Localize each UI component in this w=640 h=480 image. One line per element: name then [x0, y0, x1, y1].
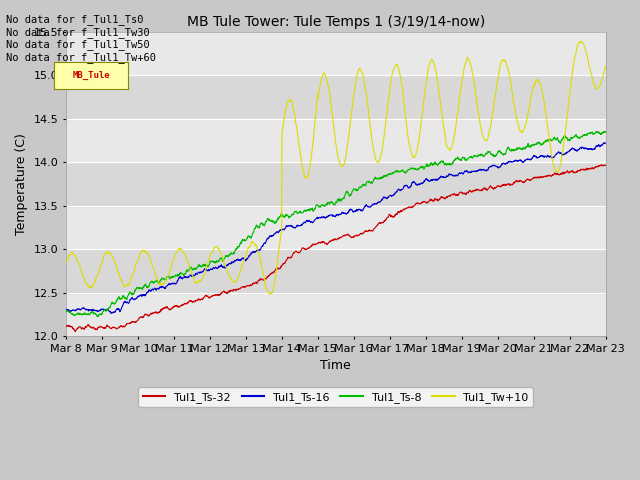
- Text: No data for f_Tul1_Ts0
No data for f_Tul1_Tw30
No data for f_Tul1_Tw50
No data f: No data for f_Tul1_Ts0 No data for f_Tul…: [6, 14, 156, 63]
- Bar: [66, 119, 605, 162]
- Text: MB_Tule: MB_Tule: [72, 71, 110, 80]
- Bar: [66, 32, 605, 75]
- Title: MB Tule Tower: Tule Temps 1 (3/19/14-now): MB Tule Tower: Tule Temps 1 (3/19/14-now…: [187, 15, 485, 29]
- Bar: [66, 162, 605, 205]
- Y-axis label: Temperature (C): Temperature (C): [15, 133, 28, 235]
- Bar: [66, 205, 605, 249]
- Bar: [66, 249, 605, 293]
- Bar: [66, 75, 605, 119]
- Bar: [66, 293, 605, 336]
- X-axis label: Time: Time: [321, 360, 351, 372]
- Legend: Tul1_Ts-32, Tul1_Ts-16, Tul1_Ts-8, Tul1_Tw+10: Tul1_Ts-32, Tul1_Ts-16, Tul1_Ts-8, Tul1_…: [138, 387, 533, 407]
